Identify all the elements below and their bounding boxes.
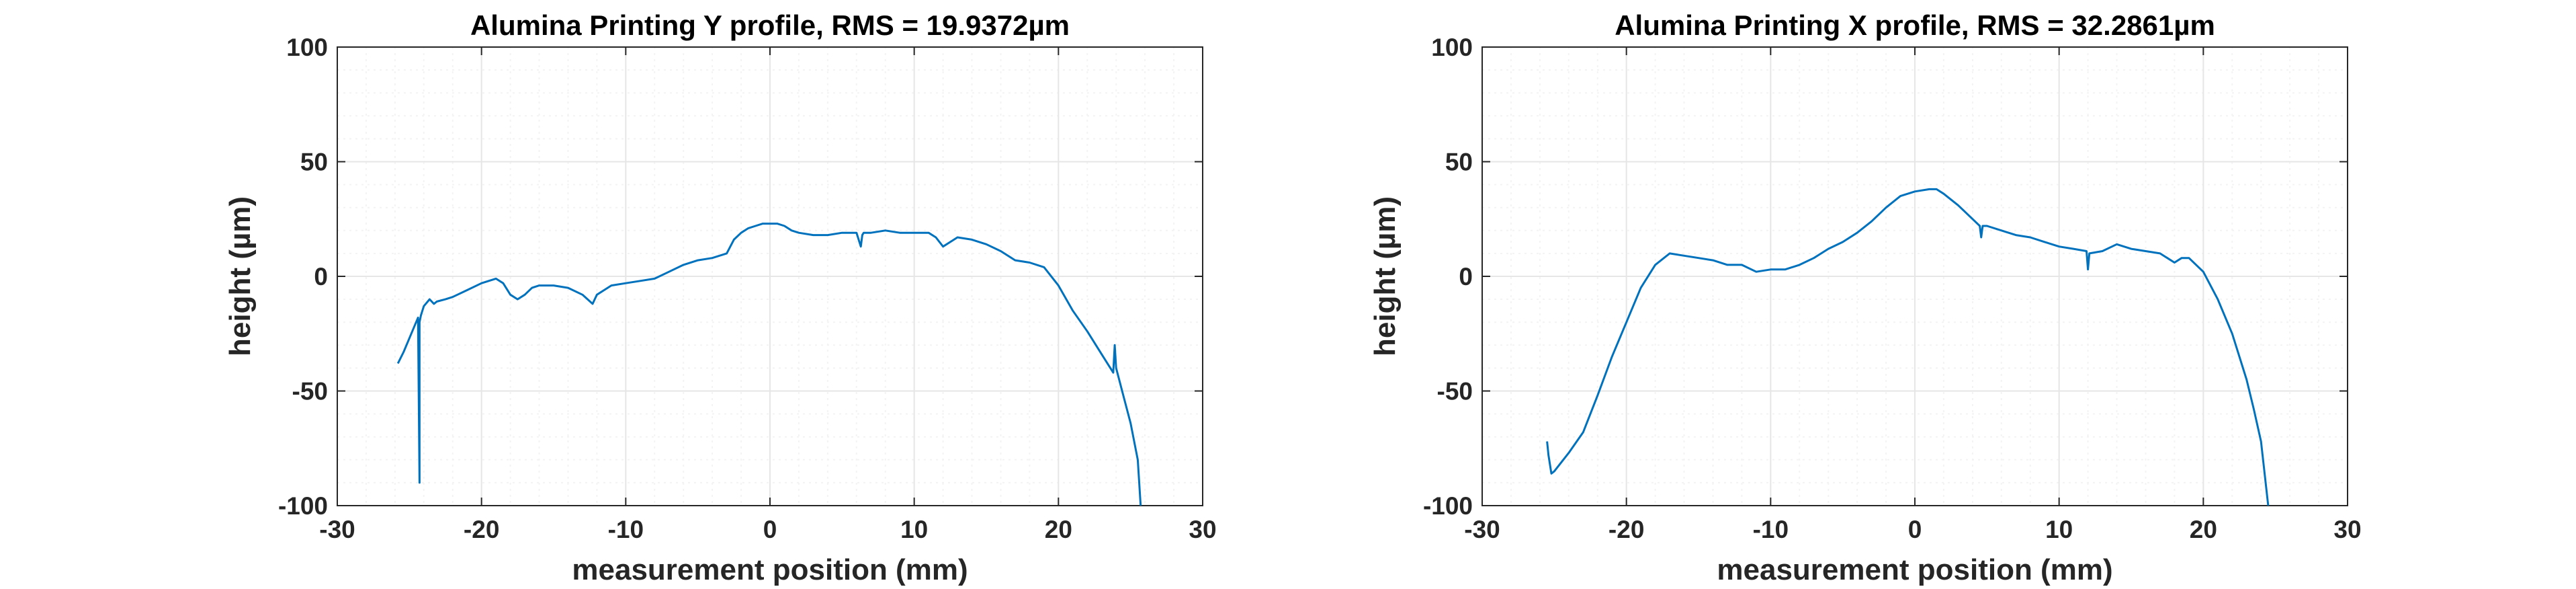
y-tick-label: 50 [300, 149, 328, 176]
y-tick-label: 0 [314, 263, 328, 290]
x-tick-label: -20 [1608, 516, 1644, 543]
y-tick-label: 100 [1431, 34, 1473, 61]
x-axis-label: measurement position (mm) [1717, 553, 2112, 586]
x-tick-label: -10 [1753, 516, 1789, 543]
x-tick-label: 20 [1045, 516, 1072, 543]
y-tick-label: -100 [278, 492, 328, 520]
y-tick-label: 0 [1459, 263, 1473, 290]
x-tick-label: 30 [2333, 516, 2361, 543]
profile-series-line [1546, 188, 2270, 506]
x-tick-label: -30 [1464, 516, 1500, 543]
x-tick-label: 0 [763, 516, 777, 543]
x-tick-label: 30 [1189, 516, 1216, 543]
x-tick-label: -20 [464, 516, 499, 543]
y-axis-label: height (µm) [1369, 196, 1402, 356]
profile-series-line [396, 223, 1142, 506]
y-axis-label: height (µm) [224, 196, 257, 356]
y-tick-label: -50 [292, 378, 328, 405]
x-tick-label: 10 [900, 516, 928, 543]
x-tick-label: 20 [2190, 516, 2217, 543]
y-tick-label: 50 [1445, 149, 1473, 176]
x-tick-label: -10 [608, 516, 644, 543]
x-axis-label: measurement position (mm) [572, 553, 968, 586]
x-tick-label: 10 [2045, 516, 2073, 543]
x-tick-label: 0 [1908, 516, 1922, 543]
chart-title: Alumina Printing X profile, RMS = 32.286… [1615, 9, 2215, 41]
chart-title: Alumina Printing Y profile, RMS = 19.937… [470, 9, 1070, 41]
y-tick-label: 100 [286, 34, 328, 61]
x-tick-label: -30 [319, 516, 355, 543]
y-tick-label: -50 [1437, 378, 1473, 405]
y-tick-label: -100 [1423, 492, 1473, 520]
